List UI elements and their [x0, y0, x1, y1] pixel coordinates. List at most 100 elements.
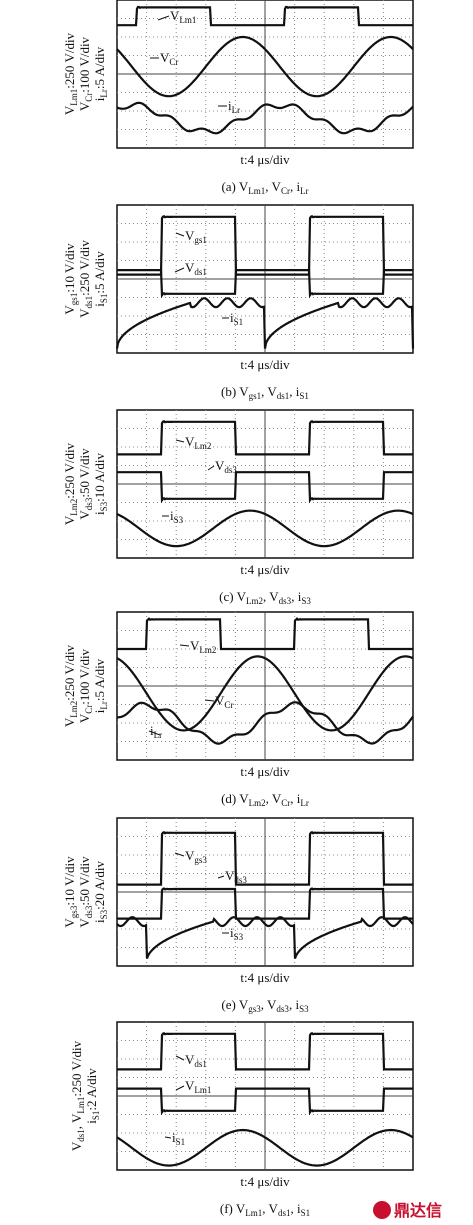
subscript: Lr — [99, 701, 109, 710]
trace-annotation: VLm1 — [170, 8, 196, 25]
text-segment: (b) V — [221, 384, 249, 399]
annotation-leader — [204, 699, 215, 702]
subscript: Lr — [232, 105, 241, 115]
subscript: Cr — [281, 186, 290, 196]
trace-annotation: Vds1 — [185, 260, 207, 277]
subscript: Lm1 — [194, 1085, 211, 1095]
text-segment: , i — [290, 179, 301, 194]
subscript: Lm1 — [69, 89, 79, 106]
text-segment: V — [62, 717, 77, 727]
subscript: ds1 — [194, 267, 207, 277]
logo-text: 鼎达信 — [394, 1201, 442, 1220]
y-axis-label: iS3:10 A/div — [92, 453, 109, 515]
text-segment: , V — [266, 791, 282, 806]
subscript: Lm1 — [245, 1208, 262, 1218]
text-segment: i — [92, 709, 107, 713]
subscript: Lm2 — [246, 596, 263, 606]
text-segment: i — [92, 511, 107, 515]
trace-annotation: VCr — [215, 693, 233, 710]
x-axis-label: t:4 μs/div — [240, 562, 290, 577]
trace-annotation: iS3 — [230, 925, 244, 942]
annotation-leader — [148, 730, 161, 736]
text-segment: :100 V/div — [77, 36, 92, 92]
subscript: ds1 — [194, 1059, 207, 1069]
text-segment: V — [77, 713, 92, 723]
text-segment: :20 A/div — [92, 861, 107, 910]
waveform — [116, 1128, 414, 1167]
x-axis-label: t:4 μs/div — [240, 1174, 290, 1189]
subscript: Cr — [224, 700, 233, 710]
annotation-leader — [179, 644, 190, 647]
text-segment: , V — [265, 179, 281, 194]
text-segment: V — [185, 260, 195, 275]
waveform — [116, 35, 414, 98]
subscript: S1 — [91, 1111, 101, 1121]
text-segment: V — [215, 693, 225, 708]
text-segment: :50 V/div — [77, 448, 92, 498]
text-segment: , V — [261, 997, 277, 1012]
subscript: S3 — [99, 501, 109, 511]
waveform — [117, 887, 413, 920]
logo-icon — [373, 1201, 391, 1219]
text-segment: :10 V/div — [62, 243, 77, 293]
text-segment: V — [62, 105, 77, 115]
trace-annotation: Vgs1 — [185, 228, 207, 245]
x-axis-label: t:4 μs/div — [240, 970, 290, 985]
text-segment: V — [185, 1052, 195, 1067]
text-segment: :250 V/div — [62, 442, 77, 498]
text-segment: V — [185, 228, 195, 243]
text-segment: i — [172, 1130, 176, 1145]
annotation-leader — [174, 852, 185, 857]
y-axis-label: Vgs3:10 V/div — [62, 856, 79, 928]
trace-annotation: VLm1 — [185, 1078, 211, 1095]
y-axis-label: Vds3:50 V/div — [77, 856, 94, 928]
subscript: ds1 — [76, 1129, 86, 1142]
trace-annotation: Vds1 — [185, 1052, 207, 1069]
text-segment: , V — [263, 589, 279, 604]
text-segment: :5 A/div — [92, 251, 107, 294]
subscript: S3 — [299, 1004, 309, 1014]
trace-annotation: iLr — [228, 98, 240, 115]
trace-annotation: VLm2 — [190, 638, 216, 655]
annotation-leader — [175, 1085, 185, 1091]
text-segment: V — [185, 434, 195, 449]
panel-caption: (e) Vgs3, Vds3, iS3 — [221, 997, 309, 1014]
annotation-leader — [157, 15, 170, 21]
subscript: Lr — [300, 186, 309, 196]
y-axis-label: iS1:2 A/div — [84, 1068, 101, 1124]
subscript: ds1 — [278, 1208, 291, 1218]
y-axis-label: Vgs1:10 V/div — [62, 243, 79, 315]
text-segment: V — [215, 458, 225, 473]
waveform — [117, 269, 413, 299]
subscript: Lm2 — [69, 499, 79, 516]
panel-caption: (d) VLm2, VCr, iLr — [221, 791, 309, 808]
text-segment: , V — [262, 1201, 278, 1216]
waveform — [117, 831, 413, 886]
waveform — [117, 1087, 413, 1116]
text-segment: V — [69, 1141, 84, 1151]
annotation-leader — [164, 1136, 172, 1139]
subscript: Lr — [154, 730, 163, 740]
x-axis-label: t:4 μs/div — [240, 764, 290, 779]
text-segment: (d) V — [221, 791, 249, 806]
text-segment: V — [77, 918, 92, 928]
text-segment: :250 V/div — [62, 32, 77, 88]
subscript: Lm1 — [179, 15, 196, 25]
waveform — [117, 420, 413, 456]
y-axis-label: iS3:20 A/div — [92, 861, 109, 923]
subscript: S1 — [234, 317, 244, 327]
trace-annotation: VLm2 — [185, 434, 211, 451]
text-segment: , V — [261, 384, 277, 399]
panel-caption: (c) VLm2, Vds3, iS3 — [219, 589, 311, 606]
text-segment: , i — [290, 1201, 301, 1216]
subscript: Cr — [84, 705, 94, 714]
annotation-leader — [175, 1055, 185, 1061]
text-segment: :50 V/div — [77, 856, 92, 906]
subscript: Lm2 — [199, 645, 216, 655]
text-segment: :250 V/div — [69, 1040, 84, 1096]
annotation-leader — [175, 439, 185, 443]
text-segment: :250 V/div — [62, 644, 77, 700]
waveform — [115, 297, 415, 349]
text-segment: , V — [69, 1113, 84, 1129]
